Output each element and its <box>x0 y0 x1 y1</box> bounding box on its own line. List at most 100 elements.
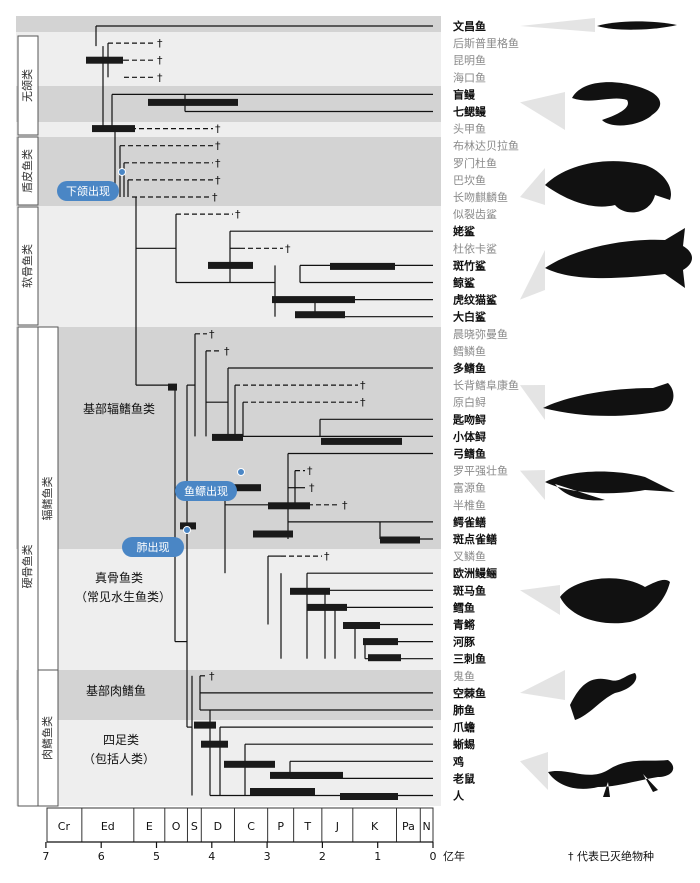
image-leader <box>520 385 545 420</box>
zebrafish-icon <box>560 578 670 624</box>
band-label-tetrapods-sub: （包括人类） <box>83 751 155 766</box>
taxon-label: 人 <box>453 789 465 803</box>
axis-unit: 亿年 <box>443 849 465 863</box>
taxon-label: 半椎鱼 <box>453 498 486 512</box>
paddlefish-icon-shape <box>545 471 675 501</box>
taxon-label: 河豚 <box>453 635 476 649</box>
bichir-icon <box>543 383 674 416</box>
taxon-label: 爪蟾 <box>453 720 475 734</box>
group-chondrichthyes-box <box>17 206 39 326</box>
taxon-label: 弓鳍鱼 <box>453 447 486 461</box>
extinct-daggers: † † † † † † † † † † † † † † † † † † † <box>157 37 366 683</box>
fossil-range-bar <box>295 311 345 319</box>
extinct-dagger: † <box>324 550 330 563</box>
fossil-range-bar <box>380 536 420 544</box>
period-label: K <box>371 820 379 833</box>
lungfish-icon-shape <box>570 673 637 720</box>
taxon-label: 头甲鱼 <box>453 122 486 136</box>
taxon-label: 斑马鱼 <box>453 583 486 597</box>
taxon-label: 三刺鱼 <box>453 652 486 666</box>
fossil-range-bar <box>270 771 343 779</box>
fossil-range-bar <box>250 788 315 795</box>
axis-tick-label: 6 <box>98 850 105 863</box>
axis-tick-label: 3 <box>264 850 271 863</box>
extinct-dagger: † <box>215 123 221 136</box>
taxon-label: 大白鲨 <box>453 310 486 324</box>
extinct-dagger: † <box>215 157 221 170</box>
taxon-label: 空棘鱼 <box>453 686 486 700</box>
placoderm-icon <box>545 161 671 213</box>
period-label: C <box>247 820 255 833</box>
group-agnatha-box <box>17 35 39 136</box>
fossil-range-bar <box>290 587 330 595</box>
taxon-label: 文昌鱼 <box>453 19 486 33</box>
image-leader <box>520 470 545 500</box>
axis-tick-label: 5 <box>153 850 160 863</box>
band-7 <box>16 549 441 670</box>
image-leader <box>520 585 560 615</box>
fossil-range-bar <box>268 502 310 510</box>
axis-tick-label: 4 <box>208 850 215 863</box>
taxon-label: 富源鱼 <box>453 481 486 495</box>
taxon-label: 叉鳞鱼 <box>453 549 486 563</box>
band-label-teleosts: 真骨鱼类 <box>95 571 143 585</box>
lizard-icon-shape <box>548 760 674 797</box>
lungfish-icon <box>570 673 637 720</box>
taxon-label: 鳕鳞鱼 <box>453 344 486 358</box>
lancelet-icon <box>597 21 677 30</box>
group-agnatha-label: 无颌类 <box>20 69 34 102</box>
group-sarcopterygii-box <box>37 669 59 807</box>
event-lungs-dot <box>183 526 191 534</box>
fossil-range-bar <box>168 383 177 391</box>
extinct-dagger: † <box>342 499 348 512</box>
taxon-label: 长背鳍阜康鱼 <box>453 378 519 392</box>
group-placoderms-label: 盾皮鱼类 <box>20 149 34 193</box>
taxon-label: 鬼鱼 <box>453 669 475 683</box>
period-label: N <box>423 820 431 833</box>
taxon-label: 匙吻鲟 <box>452 412 486 426</box>
fossil-range-bar <box>208 261 253 269</box>
axis-tick-label: 7 <box>42 850 49 863</box>
bichir-icon-shape <box>543 383 674 416</box>
taxon-label: 海口鱼 <box>453 70 486 84</box>
period-label: J <box>335 820 339 833</box>
image-leader <box>520 168 545 205</box>
taxon-label: 蜥蜴 <box>453 737 475 751</box>
period-label: Pa <box>402 820 415 833</box>
fossil-range-bar <box>224 760 275 768</box>
fossil-range-bar <box>272 296 355 304</box>
fossil-range-bars <box>86 56 420 800</box>
taxon-label: 盲鳗 <box>453 87 476 101</box>
zebrafish-icon-shape <box>560 578 670 624</box>
event-jaws-dot <box>118 168 126 176</box>
extinct-dagger: † <box>360 396 366 409</box>
fossil-range-bar <box>343 622 380 629</box>
image-leader <box>520 250 545 300</box>
taxon-labels: 文昌鱼后斯普里格鱼昆明鱼海口鱼盲鳗七鳃鳗头甲鱼布林达贝拉鱼罗门杜鱼巴坎鱼长吻麒麟… <box>452 19 519 803</box>
fossil-range-bar <box>201 740 228 748</box>
fossil-range-bar <box>307 603 347 611</box>
taxon-label: 原白鲟 <box>453 395 486 409</box>
period-label: Cr <box>58 820 71 833</box>
band-0 <box>16 16 441 32</box>
fossil-range-bar <box>368 654 401 662</box>
taxon-label: 晨晓弥曼鱼 <box>453 327 508 341</box>
band-label-tetrapods: 四足类 <box>103 733 139 747</box>
period-label: E <box>146 820 153 833</box>
taxon-label: 鳄雀鳝 <box>453 515 486 529</box>
fossil-range-bar <box>212 433 243 441</box>
extinct-dagger: † <box>212 191 218 204</box>
animal-silhouettes <box>543 21 692 797</box>
period-label: T <box>303 820 311 833</box>
fossil-range-bar <box>86 56 123 64</box>
taxon-label: 似裂齿鲨 <box>453 208 497 221</box>
band-label-basal-lobe: 基部肉鳍鱼 <box>86 683 146 698</box>
shark-icon-shape <box>545 228 692 288</box>
fossil-range-bar <box>194 721 216 729</box>
taxon-label: 杜依卡鲨 <box>453 241 497 255</box>
placoderm-icon-shape <box>545 161 671 213</box>
taxon-label: 斑点雀鳝 <box>453 532 497 546</box>
